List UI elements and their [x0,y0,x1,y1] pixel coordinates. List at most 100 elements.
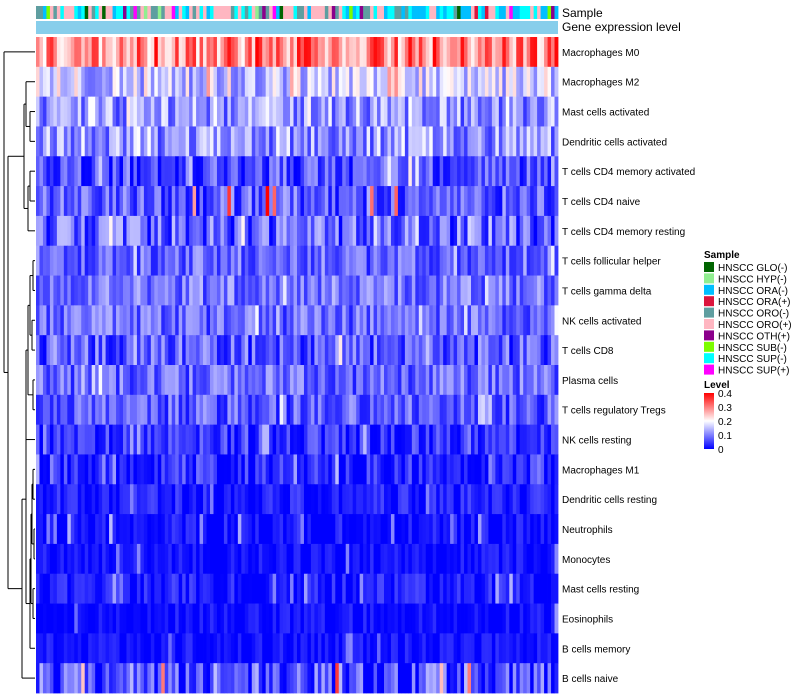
heatmap-cell [105,37,110,68]
heatmap-cell [164,96,169,127]
heatmap-cell [439,215,444,247]
heatmap-cell [251,633,256,664]
heatmap-cell [220,335,225,366]
heatmap-cell [471,66,475,98]
heatmap-cell [324,245,329,276]
heatmap-cell [279,96,284,127]
heatmap-cell [213,275,218,306]
row-label: Macrophages M0 [562,48,640,59]
heatmap-cell [335,126,340,157]
heatmap-cell [516,603,521,634]
heatmap-cell [269,305,274,336]
heatmap-cell [328,484,333,515]
heatmap-cell [387,663,392,694]
heatmap-cell [95,365,100,396]
heatmap-cell [56,394,61,426]
heatmap-cell [373,37,378,68]
heatmap-cell [460,66,465,98]
heatmap-cell [453,156,458,187]
sample-legend-label: HNSCC SUP(-) [718,354,787,365]
heatmap-cell [345,156,350,187]
heatmap-cell [297,37,301,68]
heatmap-cell [276,215,280,247]
heatmap-cell [303,215,308,247]
heatmap-cell [189,37,193,68]
level-tick-label: 0.2 [718,417,732,428]
heatmap-cell [359,186,364,217]
heatmap-cell [408,543,413,575]
heatmap-cell [349,365,354,396]
heatmap-cell [241,663,246,694]
heatmap-cell [317,215,322,247]
heatmap-cell [404,394,409,426]
heatmap-cell [63,156,68,187]
heatmap-cell [502,424,507,455]
heatmap-cell [46,454,51,485]
heatmap-cell [474,573,479,604]
heatmap-cell [248,245,253,276]
heatmap-cell [119,305,124,336]
heatmap-cell [185,335,190,366]
heatmap-cell [526,394,531,426]
heatmap-cell [519,514,524,545]
heatmap-cell [227,186,232,217]
heatmap-cell [363,215,367,247]
heatmap-cell [384,186,388,217]
sample-annotation-cell [237,6,242,19]
heatmap-cell [67,573,72,604]
heatmap-cell [262,424,267,455]
heatmap-cell [324,156,329,187]
heatmap-cell [192,66,197,98]
heatmap-cell [342,633,347,664]
heatmap-cell [460,96,465,127]
heatmap-cell [262,245,267,276]
heatmap-cell [484,424,489,455]
heatmap-cell [216,543,221,575]
heatmap-cell [150,96,155,127]
heatmap-cell [119,514,124,545]
heatmap-cell [269,394,274,426]
heatmap-cell [317,186,322,217]
heatmap-cell [168,37,173,68]
heatmap-cell [481,335,486,366]
heatmap-cell [464,275,468,306]
heatmap-cell [182,245,187,276]
heatmap-cell [457,305,461,336]
heatmap-cell [471,454,475,485]
heatmap-cell [307,633,312,664]
heatmap-cell [338,394,343,426]
heatmap-cell [269,365,274,396]
heatmap-cell [533,543,538,575]
heatmap-cell [446,394,451,426]
heatmap-cell [269,156,274,187]
heatmap-cell [443,335,448,366]
heatmap-cell [283,156,287,187]
heatmap-cell [265,394,270,426]
heatmap-cell [63,96,68,127]
heatmap-cell [307,484,312,515]
heatmap-cell [300,335,305,366]
heatmap-cell [380,156,385,187]
heatmap-cell [42,663,47,694]
heatmap-cell [401,215,406,247]
heatmap-cell [258,96,263,127]
heatmap-cell [241,66,246,98]
heatmap-cell [505,484,510,515]
heatmap-cell [234,186,239,217]
heatmap-cell [147,275,152,306]
heatmap-cell [133,573,138,604]
heatmap-cell [547,215,552,247]
heatmap-cell [63,37,68,68]
heatmap-cell [436,156,441,187]
heatmap-cell [70,66,75,98]
heatmap-cell [335,66,340,98]
heatmap-cell [227,573,232,604]
heatmap-cell [140,394,145,426]
heatmap-cell [70,365,75,396]
heatmap-cell [404,335,409,366]
heatmap-cell [505,156,510,187]
heatmap-cell [258,365,263,396]
heatmap-cell [84,305,89,336]
heatmap-cell [328,37,333,68]
heatmap-cell [533,573,538,604]
